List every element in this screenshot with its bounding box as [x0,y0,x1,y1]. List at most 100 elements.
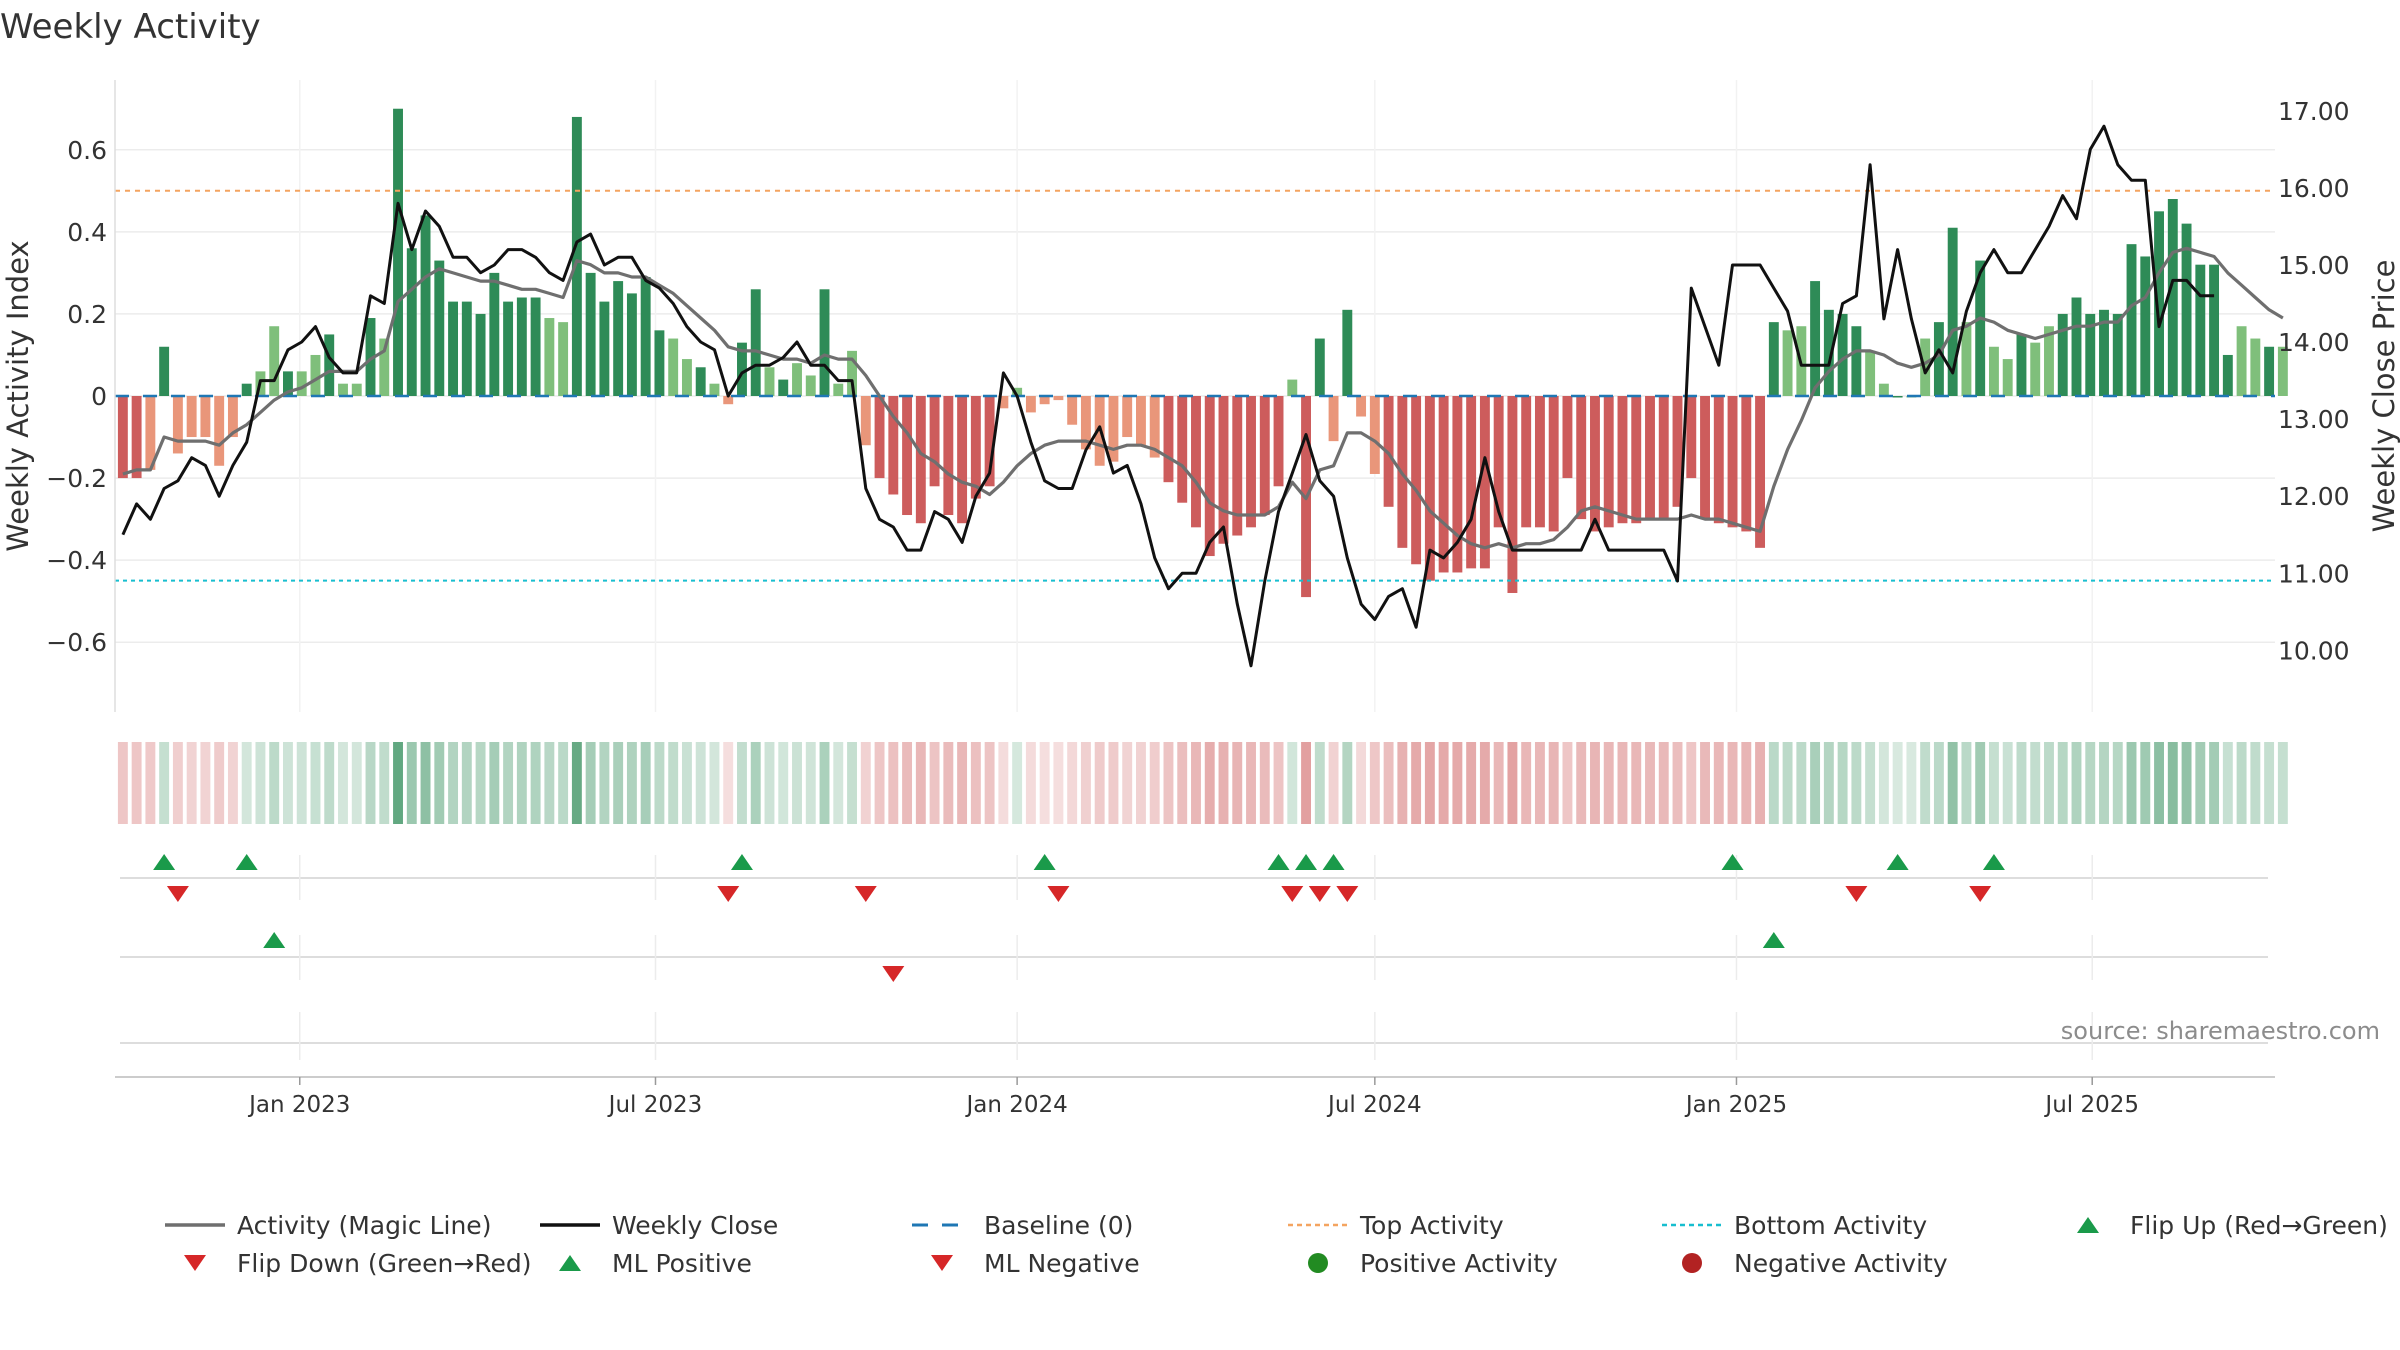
activity-bar [131,396,142,479]
heat-strip-cell [1108,742,1119,824]
activity-bar [1878,383,1889,396]
heat-strip-cell [1067,742,1078,824]
activity-bar [1837,313,1848,396]
heat-strip-cell [1273,742,1284,824]
activity-bar [310,354,321,396]
activity-bar [1163,396,1174,483]
activity-bar [970,396,981,499]
heat-strip-cell [984,742,995,824]
y-tick-label-right: 13.00 [2278,405,2350,434]
ml-positive-marker [1762,932,1785,948]
activity-bar [1933,322,1944,396]
activity-bar [2222,354,2233,396]
heat-strip-cell [310,742,321,824]
activity-bar [723,396,734,405]
activity-bar [1080,396,1091,450]
y-tick-label: 0.6 [67,136,107,165]
activity-bar [1438,396,1449,573]
heat-strip-cell [475,742,486,824]
activity-bar [558,322,569,396]
x-tick-label: Jan 2024 [964,1092,1067,1118]
heat-strip-cell [145,742,156,824]
axes: −0.6 −0.4 −0.2 0 0.2 0.4 0.6 10.00 11.00 12.00 13.… [1,80,2400,712]
heat-strip-cell [1741,742,1752,824]
activity-bar [998,396,1009,409]
heat-strip-cell [241,742,252,824]
activity-bar [613,281,624,396]
heat-strip-cell [1259,742,1270,824]
activity-bar [695,367,706,396]
heat-strip-cell [489,742,500,824]
heat-strip-cell [1080,742,1091,824]
heat-strip-cell [1851,742,1862,824]
activity-bar [1617,396,1628,524]
y-tick-label-right: 16.00 [2278,174,2350,203]
activity-bar [351,383,362,396]
heat-strip-cell [2016,742,2027,824]
heat-strip-cell [1617,742,1628,824]
activity-bar [434,260,445,396]
heat-strip-cell [434,742,445,824]
heat-strip-cell [448,742,459,824]
heat-strip-cell [1383,742,1394,824]
activity-bar [2167,199,2178,396]
heat-strip-cell [1149,742,1160,824]
activity-bar [1521,396,1532,528]
heat-strip-cell [778,742,789,824]
activity-bar [805,375,816,396]
activity-bar [2016,334,2027,396]
activity-bar [2002,359,2013,396]
heat-strip-cell [172,742,183,824]
activity-bar [640,276,651,396]
heat-strip-cell [2126,742,2137,824]
activity-bar [1493,396,1504,528]
activity-bar [1218,396,1229,544]
activity-bar [2126,244,2137,396]
activity-bar [200,396,211,438]
y-axis-title: Weekly Activity Index [1,240,35,551]
heat-strip-cell [1163,742,1174,824]
activity-bar [1865,350,1876,396]
activity-bar [668,338,679,396]
flip-down-marker [1308,886,1331,902]
heat-strip-cell [1755,742,1766,824]
activity-bar [214,396,225,466]
activity-bar [1562,396,1573,479]
activity-bar [2250,338,2261,396]
heat-strip-cell [200,742,211,824]
heat-strip-cell [1603,742,1614,824]
y-tick-label: −0.6 [46,628,107,657]
activity-bar [117,396,128,479]
activity-bar [654,330,665,396]
activity-bar [1204,396,1215,557]
heat-strip-cell [723,742,734,824]
heat-strip-cell [860,742,871,824]
activity-bar [1810,281,1821,396]
reference-lines [115,189,2275,582]
heat-strip-cell [1053,742,1064,824]
heat-strip-cell [1576,742,1587,824]
y-tick-label: 0.2 [67,300,107,329]
activity-bar [2071,297,2082,396]
heat-strip-cell [1438,742,1449,824]
flip-down-marker [1969,886,1992,902]
heat-strip-cell [117,742,128,824]
heat-strip-cell [626,742,637,824]
heat-strip-cell [1328,742,1339,824]
flip-down-marker [1281,886,1304,902]
activity-bar [929,396,940,487]
x-tick-label: Jan 2025 [1684,1092,1787,1118]
activity-bar [1534,396,1545,528]
activity-bar [888,396,899,495]
heat-strip-cell [1933,742,1944,824]
heat-strip-cell [379,742,390,824]
legend-label: Positive Activity [1360,1249,1558,1278]
y-tick-label-right: 17.00 [2278,97,2350,126]
heat-strip-cell [1025,742,1036,824]
heat-strip-cell [2195,742,2206,824]
heat-strip-cell [1452,742,1463,824]
activity-bar [1823,309,1834,396]
heat-strip-cell [1878,742,1889,824]
y-tick-label-right: 11.00 [2278,559,2350,588]
flip-up-marker [1886,854,1909,870]
